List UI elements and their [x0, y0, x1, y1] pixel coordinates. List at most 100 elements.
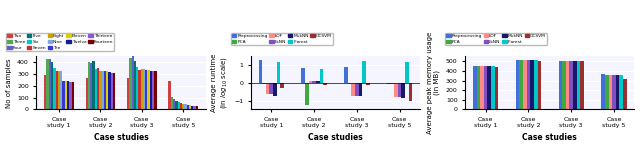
Bar [409, 83, 412, 101]
Bar [612, 75, 616, 110]
Bar [280, 83, 284, 88]
Bar [99, 71, 102, 110]
Bar [531, 60, 534, 110]
Bar [562, 61, 566, 110]
Legend: Preprocessing, PCA, LOF, LkNN, MukNN, IForest, OCSVM: Preprocessing, PCA, LOF, LkNN, MukNN, IF… [231, 33, 333, 45]
Bar [86, 78, 88, 110]
Bar [355, 83, 358, 96]
Bar [136, 67, 138, 110]
Bar [358, 83, 362, 96]
Bar [95, 69, 97, 110]
Bar [152, 71, 154, 110]
Bar [484, 66, 488, 110]
Bar [351, 83, 355, 96]
Bar [316, 81, 319, 83]
Bar [63, 81, 65, 110]
Bar [362, 61, 366, 83]
Bar [495, 66, 499, 110]
Bar [523, 60, 527, 110]
Bar [56, 71, 58, 110]
Bar [480, 66, 484, 110]
Bar [580, 61, 584, 110]
Bar [113, 73, 115, 110]
Bar [269, 83, 273, 94]
Bar [266, 83, 269, 94]
Bar [97, 68, 99, 110]
Bar [127, 78, 129, 110]
Bar [301, 68, 305, 83]
Bar [72, 82, 74, 110]
Bar [193, 106, 196, 110]
Bar [189, 105, 191, 110]
Bar [106, 71, 108, 110]
Bar [44, 75, 47, 110]
Bar [143, 69, 145, 110]
Bar [602, 74, 605, 110]
Bar [60, 71, 63, 110]
Bar [534, 60, 538, 110]
Bar [319, 69, 323, 83]
Bar [171, 97, 173, 110]
Bar [134, 61, 136, 110]
Bar [129, 58, 132, 110]
Bar [390, 83, 394, 84]
Bar [53, 68, 56, 110]
Bar [538, 61, 541, 110]
Bar [559, 61, 562, 110]
Bar [184, 104, 187, 110]
Bar [92, 61, 95, 110]
Bar [65, 81, 67, 110]
Bar [168, 81, 171, 110]
Bar [605, 75, 609, 110]
Bar [520, 60, 523, 110]
Legend: Two, Three, Four, Five, Six, Seven, Eight, Nine, Ten, Eleven, Twelve, Thirteen, : Two, Three, Four, Five, Six, Seven, Eigh… [6, 33, 114, 51]
Bar [196, 106, 198, 110]
Bar [516, 60, 520, 110]
Bar [175, 101, 177, 110]
Bar [262, 83, 266, 84]
X-axis label: Case studies: Case studies [522, 133, 577, 142]
Bar [108, 72, 111, 110]
Bar [88, 62, 90, 110]
Bar [305, 83, 308, 105]
Bar [348, 83, 351, 84]
Bar [491, 66, 495, 110]
Bar [344, 67, 348, 83]
Bar [102, 71, 104, 110]
Bar [323, 83, 327, 85]
Bar [570, 61, 573, 110]
Bar [67, 81, 69, 110]
Bar [111, 73, 113, 110]
Bar [573, 61, 577, 110]
Bar [609, 75, 612, 110]
Bar [150, 71, 152, 110]
Bar [132, 56, 134, 110]
Bar [182, 104, 184, 110]
Bar [620, 75, 623, 110]
X-axis label: Case studies: Case studies [93, 133, 148, 142]
Bar [566, 61, 570, 110]
Bar [104, 71, 106, 110]
Bar [90, 63, 92, 110]
Bar [145, 70, 147, 110]
Bar [177, 102, 180, 110]
Bar [477, 66, 480, 110]
Bar [49, 59, 51, 110]
Bar [58, 71, 60, 110]
Bar [394, 83, 398, 97]
Bar [473, 66, 477, 110]
X-axis label: Case studies: Case studies [308, 133, 363, 142]
Bar [173, 99, 175, 110]
Bar [180, 103, 182, 110]
Bar [616, 75, 620, 110]
Bar [51, 62, 53, 110]
Bar [154, 71, 157, 110]
Bar [276, 62, 280, 83]
Y-axis label: Average peak memory usage
(in MB): Average peak memory usage (in MB) [427, 32, 440, 134]
Y-axis label: Average runtime
(in $log_{10}$ scale): Average runtime (in $log_{10}$ scale) [211, 54, 228, 112]
Bar [401, 83, 405, 98]
Bar [366, 83, 369, 85]
Bar [312, 81, 316, 83]
Bar [138, 70, 141, 110]
Y-axis label: No of samples: No of samples [6, 58, 12, 108]
